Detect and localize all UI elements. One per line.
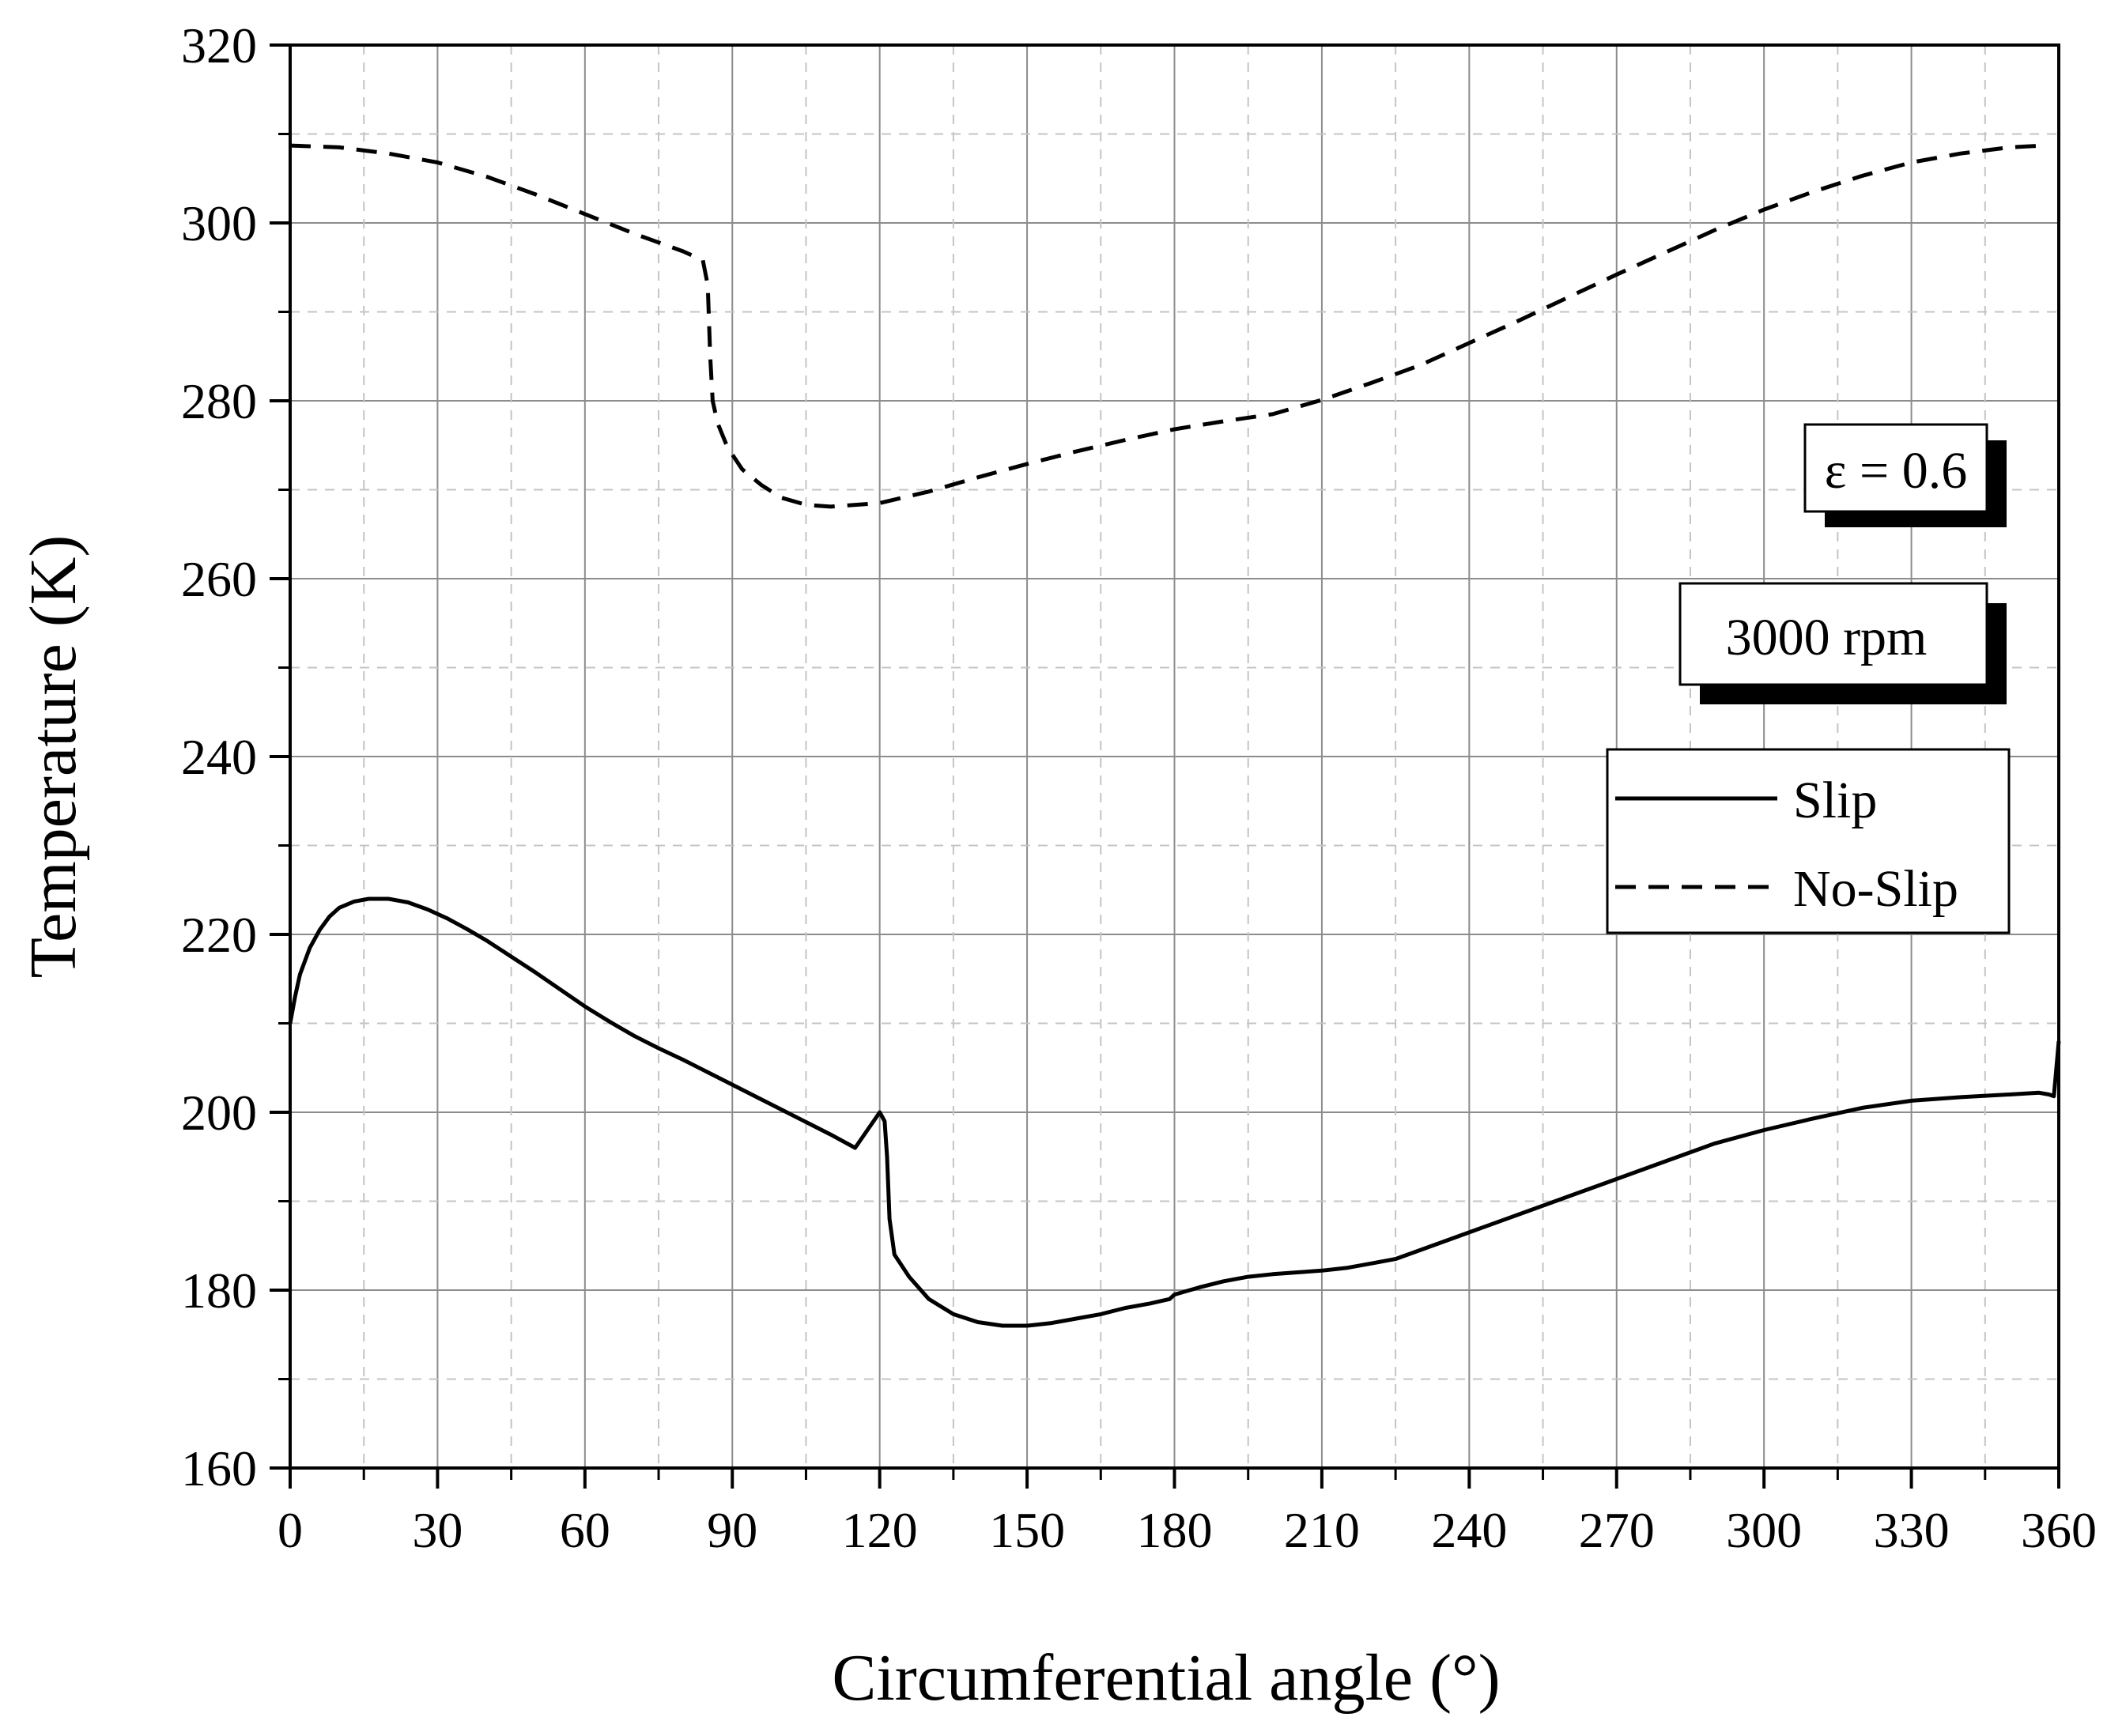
series-line-no-slip <box>289 143 2045 509</box>
rpm-label: 3000 rpm <box>1726 609 1928 666</box>
x-tick-label: 0 <box>278 1502 303 1558</box>
legend: Slip No-Slip <box>1606 748 2011 934</box>
y-tick-label: 300 <box>181 195 257 251</box>
legend-label-no-slip: No-Slip <box>1793 860 1958 918</box>
x-tick-label: 360 <box>2021 1502 2097 1558</box>
y-tick-labels: 160 180 200 220 240 260 280 300 320 <box>181 17 257 1496</box>
y-tick-label: 260 <box>181 551 257 607</box>
x-tick-label: 30 <box>412 1502 463 1558</box>
y-tick-label: 200 <box>181 1085 257 1141</box>
major-grid <box>290 45 2059 1468</box>
x-tick-label: 270 <box>1579 1502 1655 1558</box>
y-axis-title: Temperature (K) <box>17 535 90 979</box>
x-tick-label: 300 <box>1726 1502 1802 1558</box>
x-tick-label: 120 <box>842 1502 918 1558</box>
y-tick-label: 240 <box>181 729 257 785</box>
x-axis-title: Circumferential angle (°) <box>832 1641 1500 1715</box>
x-tick-label: 210 <box>1284 1502 1360 1558</box>
x-tick-label: 240 <box>1431 1502 1507 1558</box>
rpm-box <box>1678 582 1988 686</box>
x-tick-label: 90 <box>707 1502 757 1558</box>
x-tick-label: 150 <box>989 1502 1065 1558</box>
y-tick-label: 220 <box>181 907 257 963</box>
series-line-slip <box>288 896 2061 1328</box>
series-layer <box>288 143 2061 1328</box>
y-tick-label: 280 <box>181 373 257 429</box>
y-tick-label: 180 <box>181 1262 257 1319</box>
rpm-annotation: 3000 rpm <box>1678 582 2007 704</box>
x-tick-label: 330 <box>1874 1502 1950 1558</box>
epsilon-annotation: ε = 0.6 <box>1803 423 2007 527</box>
axis-ticks <box>270 43 2060 1489</box>
x-tick-label: 180 <box>1137 1502 1213 1558</box>
x-tick-labels: 0 30 60 90 120 150 180 210 240 270 300 330 360 <box>278 1502 2097 1558</box>
legend-label-slip: Slip <box>1793 772 1877 829</box>
legend-box <box>1606 748 2011 934</box>
x-tick-label: 60 <box>560 1502 610 1558</box>
epsilon-label: ε = 0.6 <box>1825 442 1967 500</box>
minor-grid <box>290 45 2059 1468</box>
y-tick-label: 160 <box>181 1440 257 1496</box>
epsilon-box <box>1803 423 1988 513</box>
y-tick-label: 320 <box>181 17 257 74</box>
